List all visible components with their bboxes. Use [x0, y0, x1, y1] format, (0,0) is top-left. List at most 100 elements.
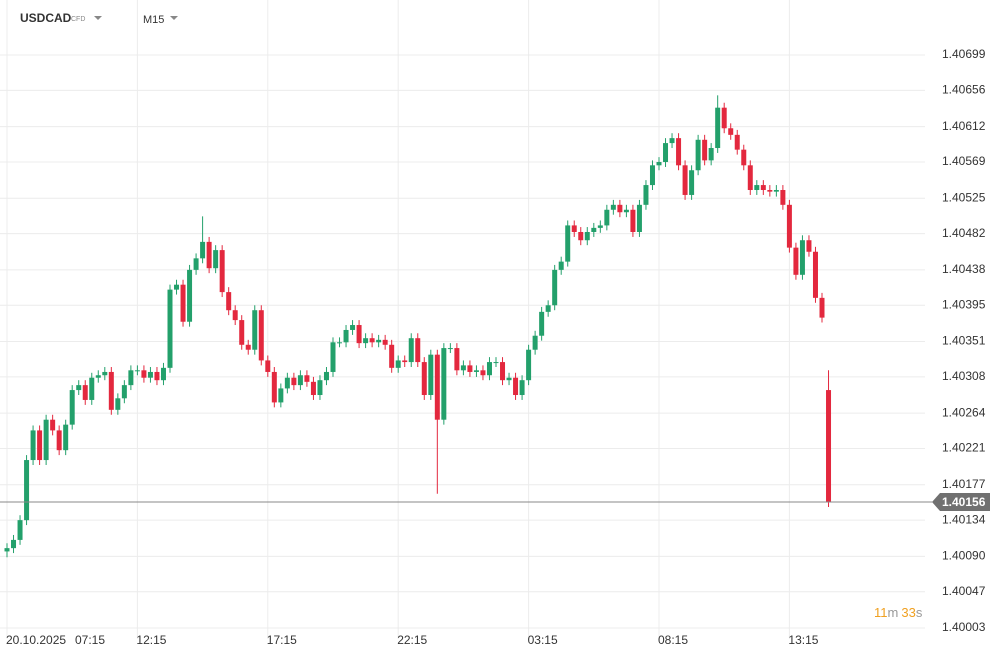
candle-body	[473, 370, 479, 372]
candle-body	[754, 185, 760, 191]
candle-body	[310, 381, 316, 396]
candle-body	[460, 365, 466, 371]
candle-body	[819, 297, 825, 318]
candle-body	[187, 269, 193, 322]
candle-body	[630, 209, 636, 232]
candle-body	[50, 419, 56, 431]
candle-body	[174, 284, 180, 290]
candle-body	[734, 134, 740, 150]
x-tick-label: 13:15	[788, 633, 818, 647]
x-tick-label: 03:15	[528, 633, 558, 647]
y-tick-label: 1.40438	[942, 262, 986, 276]
candle-body	[695, 139, 701, 171]
countdown-minutes: 11	[874, 605, 888, 620]
candle-body	[571, 225, 577, 232]
x-tick-label: 22:15	[397, 633, 427, 647]
candle-body	[82, 385, 88, 400]
y-tick-label: 1.40221	[942, 441, 986, 455]
y-tick-label: 1.40177	[942, 477, 986, 491]
y-tick-label: 1.40308	[942, 369, 986, 383]
axis-labels: 1.40699 1.40656 1.40612 1.40569 1.40525 1.404…	[6, 47, 990, 647]
candle-body	[356, 325, 362, 344]
x-tick-label: 12:15	[136, 633, 166, 647]
candle-body	[799, 240, 805, 275]
dropdown-arrow[interactable]	[94, 16, 102, 20]
candle-body	[760, 185, 766, 191]
candle-body	[382, 339, 388, 345]
candle-body	[43, 419, 49, 461]
candle-body	[721, 107, 727, 129]
candle-body	[500, 362, 506, 381]
candle-body	[591, 227, 597, 232]
candle-body	[715, 107, 721, 149]
candle-body	[395, 360, 401, 368]
candle-body	[193, 258, 199, 270]
candle-body	[76, 385, 82, 391]
candle-body	[513, 377, 519, 396]
candle-body	[636, 204, 642, 232]
y-tick-label: 1.40047	[942, 584, 986, 598]
candle-body	[134, 370, 140, 372]
date-label: 20.10.2025	[6, 633, 66, 647]
candle-body	[37, 430, 43, 461]
candle-body	[17, 520, 23, 540]
current-price-tag	[932, 493, 990, 512]
timeframe[interactable]: M15	[143, 14, 164, 26]
candle-body	[402, 360, 408, 363]
candle-body	[252, 310, 258, 350]
candle-body	[434, 354, 440, 420]
candle-body	[747, 165, 753, 191]
y-tick-label: 1.40612	[942, 119, 986, 133]
candle-body	[773, 190, 779, 192]
candle-body	[147, 371, 153, 378]
candle-body	[30, 430, 36, 461]
y-tick-label: 1.40351	[942, 334, 986, 348]
candle-body	[219, 250, 225, 293]
symbol[interactable]: USDCAD	[20, 11, 72, 25]
candle-body	[506, 377, 512, 381]
candle-body	[643, 185, 649, 205]
candle-body	[239, 320, 245, 345]
y-tick-label: 1.40569	[942, 154, 986, 168]
candle-body	[317, 380, 323, 396]
y-tick-label: 1.40699	[942, 47, 986, 61]
candle-body	[206, 241, 212, 269]
candle-body	[656, 162, 662, 166]
candle-body	[806, 240, 812, 252]
candle-body	[702, 139, 708, 161]
candle-body	[610, 204, 616, 210]
candle-body	[447, 348, 453, 350]
candle-body	[565, 225, 571, 262]
candle-body	[141, 370, 147, 378]
y-tick-label: 1.40264	[942, 405, 986, 419]
candle-body	[597, 225, 603, 228]
y-tick-label: 1.40482	[942, 226, 986, 240]
candle-body	[265, 360, 271, 372]
countdown-seconds-unit: s	[916, 605, 923, 620]
candle-body	[793, 247, 799, 275]
y-tick-label: 1.40656	[942, 83, 986, 97]
y-tick-label: 1.40134	[942, 512, 986, 526]
candle-body	[376, 339, 382, 343]
candle-body	[245, 344, 251, 350]
x-tick-label: 08:15	[658, 633, 688, 647]
candle-body	[128, 370, 134, 386]
candle-body	[486, 362, 492, 376]
candle-body	[271, 371, 277, 403]
candle-body	[213, 250, 219, 269]
candle-body	[226, 292, 232, 311]
candle-body	[519, 380, 525, 396]
candle-body	[337, 342, 343, 344]
candle-body	[278, 388, 284, 403]
candle-body	[160, 367, 166, 381]
candle-body	[767, 190, 773, 192]
candle-body	[323, 371, 329, 381]
candle-body	[584, 231, 590, 241]
dropdown-arrow[interactable]	[170, 16, 178, 20]
candle-body	[291, 377, 297, 386]
candle-body	[663, 143, 669, 163]
candle-body	[649, 165, 655, 186]
candle-body	[24, 460, 30, 521]
candle-body	[167, 289, 173, 368]
